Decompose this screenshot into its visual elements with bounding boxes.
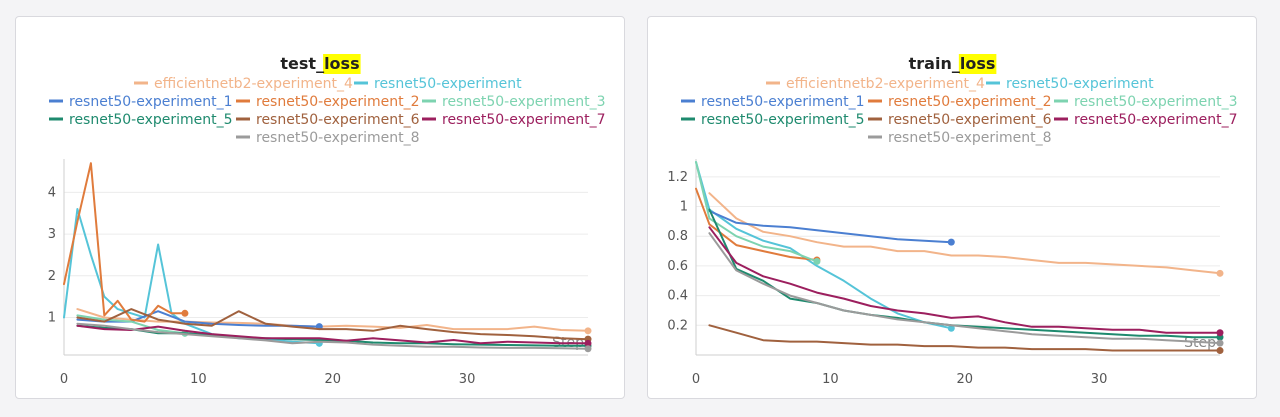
y-tick-label: 0.6: [667, 259, 688, 274]
legend-label-resnet50-experiment-1[interactable]: resnet50-experiment_1: [701, 94, 865, 110]
legend-label-resnet50-experiment-6[interactable]: resnet50-experiment_6: [256, 112, 420, 128]
series-line-resnet50-experiment-3: [695, 161, 818, 263]
series-end-marker-resnet50-experiment-8: [1216, 339, 1224, 347]
y-tick-label: 4: [48, 185, 56, 200]
x-tick-label: 30: [1091, 372, 1108, 387]
x-tick-label: 0: [60, 372, 68, 387]
y-tick-label: 1: [680, 200, 688, 215]
series-end-marker-resnet50-experiment-7: [1216, 329, 1224, 337]
series-line-resnet50-experiment-1: [708, 210, 953, 244]
series-line-efficientnetb2-experiment-4: [76, 308, 589, 332]
x-tick-label: 10: [190, 372, 207, 387]
series-end-marker-resnet50-experiment-3: [813, 257, 821, 265]
series-line-resnet50-experiment-3: [76, 314, 186, 335]
chart-title: train_loss: [909, 54, 996, 73]
series-end-marker-efficientnetb2-experiment-4: [584, 327, 592, 335]
y-tick-label: 2: [48, 269, 56, 284]
legend-label-resnet50-experiment-2[interactable]: resnet50-experiment_2: [888, 94, 1052, 110]
series-line-resnet50-experiment-7: [76, 324, 589, 345]
train-loss-panel: train_loss efficientnetb2-experiment_4 res…: [647, 16, 1257, 399]
series-end-marker-resnet50-experiment-8: [584, 345, 592, 353]
chart-title-highlight: loss: [324, 54, 360, 73]
legend-label-resnet50-experiment-8[interactable]: resnet50-experiment_8: [888, 130, 1052, 146]
legend-label-resnet50-experiment[interactable]: resnet50-experiment: [374, 76, 522, 92]
x-tick-label: 30: [459, 372, 476, 387]
chart-title-highlight: loss: [960, 54, 996, 73]
y-tick-label: 0.4: [667, 289, 688, 304]
legend-label-resnet50-experiment-5[interactable]: resnet50-experiment_5: [701, 112, 865, 128]
chart-title-prefix: test_: [280, 54, 324, 73]
legend-label-resnet50-experiment-3[interactable]: resnet50-experiment_3: [1074, 94, 1238, 110]
legend-label-resnet50-experiment-8[interactable]: resnet50-experiment_8: [256, 130, 420, 146]
chart-title: test_loss: [280, 54, 359, 73]
series-line-resnet50-experiment-7: [708, 226, 1221, 334]
series-line-resnet50-experiment-2: [63, 162, 186, 323]
y-tick-label: 0.2: [667, 318, 688, 333]
y-tick-label: 0.8: [667, 229, 688, 244]
series-line-resnet50-experiment-8: [76, 322, 589, 350]
series-line-resnet50-experiment-6: [708, 324, 1221, 352]
series-line-resnet50-experiment: [695, 161, 953, 330]
x-tick-label: 10: [822, 372, 839, 387]
series-end-marker-resnet50-experiment: [947, 324, 955, 332]
legend-label-resnet50-experiment-2[interactable]: resnet50-experiment_2: [256, 94, 420, 110]
legend-label-resnet50-experiment-7[interactable]: resnet50-experiment_7: [1074, 112, 1238, 128]
legend-label-resnet50-experiment[interactable]: resnet50-experiment: [1006, 76, 1154, 92]
series-end-marker-resnet50-experiment-1: [947, 238, 955, 246]
series-end-marker-resnet50-experiment-6: [1216, 347, 1224, 355]
series-line-resnet50-experiment-6: [76, 308, 589, 341]
series-line-resnet50-experiment-2: [695, 187, 818, 261]
title-highlight-mark: [958, 54, 997, 74]
legend-label-resnet50-experiment-5[interactable]: resnet50-experiment_5: [69, 112, 233, 128]
legend-label-resnet50-experiment-6[interactable]: resnet50-experiment_6: [888, 112, 1052, 128]
series-end-marker-efficientnetb2-experiment-4: [1216, 269, 1224, 277]
title-highlight-mark: [323, 54, 361, 74]
y-tick-label: 1: [48, 310, 56, 325]
series-end-marker-resnet50-experiment-7: [584, 339, 592, 347]
x-tick-label: 20: [324, 372, 341, 387]
legend-label-resnet50-experiment-7[interactable]: resnet50-experiment_7: [442, 112, 606, 128]
series-line-efficientnetb2-experiment-4: [708, 192, 1221, 275]
legend-label-resnet50-experiment-3[interactable]: resnet50-experiment_3: [442, 94, 606, 110]
series-end-marker-resnet50-experiment-2: [181, 309, 189, 317]
legend-label-efficientnetb2-experiment-4[interactable]: efficientnetb2-experiment_4: [786, 76, 985, 92]
chart-title-prefix: train_: [909, 54, 960, 73]
y-tick-label: 3: [48, 227, 56, 242]
x-tick-label: 20: [956, 372, 973, 387]
test-loss-panel: test_loss efficientnetb2-experiment_4 resn…: [15, 16, 625, 399]
legend-label-efficientnetb2-experiment-4[interactable]: efficientnetb2-experiment_4: [154, 76, 353, 92]
x-tick-label: 0: [692, 372, 700, 387]
series-line-resnet50-experiment-8: [708, 232, 1221, 345]
legend-label-resnet50-experiment-1[interactable]: resnet50-experiment_1: [69, 94, 233, 110]
y-tick-label: 1.2: [667, 170, 688, 185]
x-axis-label: Step: [1184, 335, 1216, 351]
